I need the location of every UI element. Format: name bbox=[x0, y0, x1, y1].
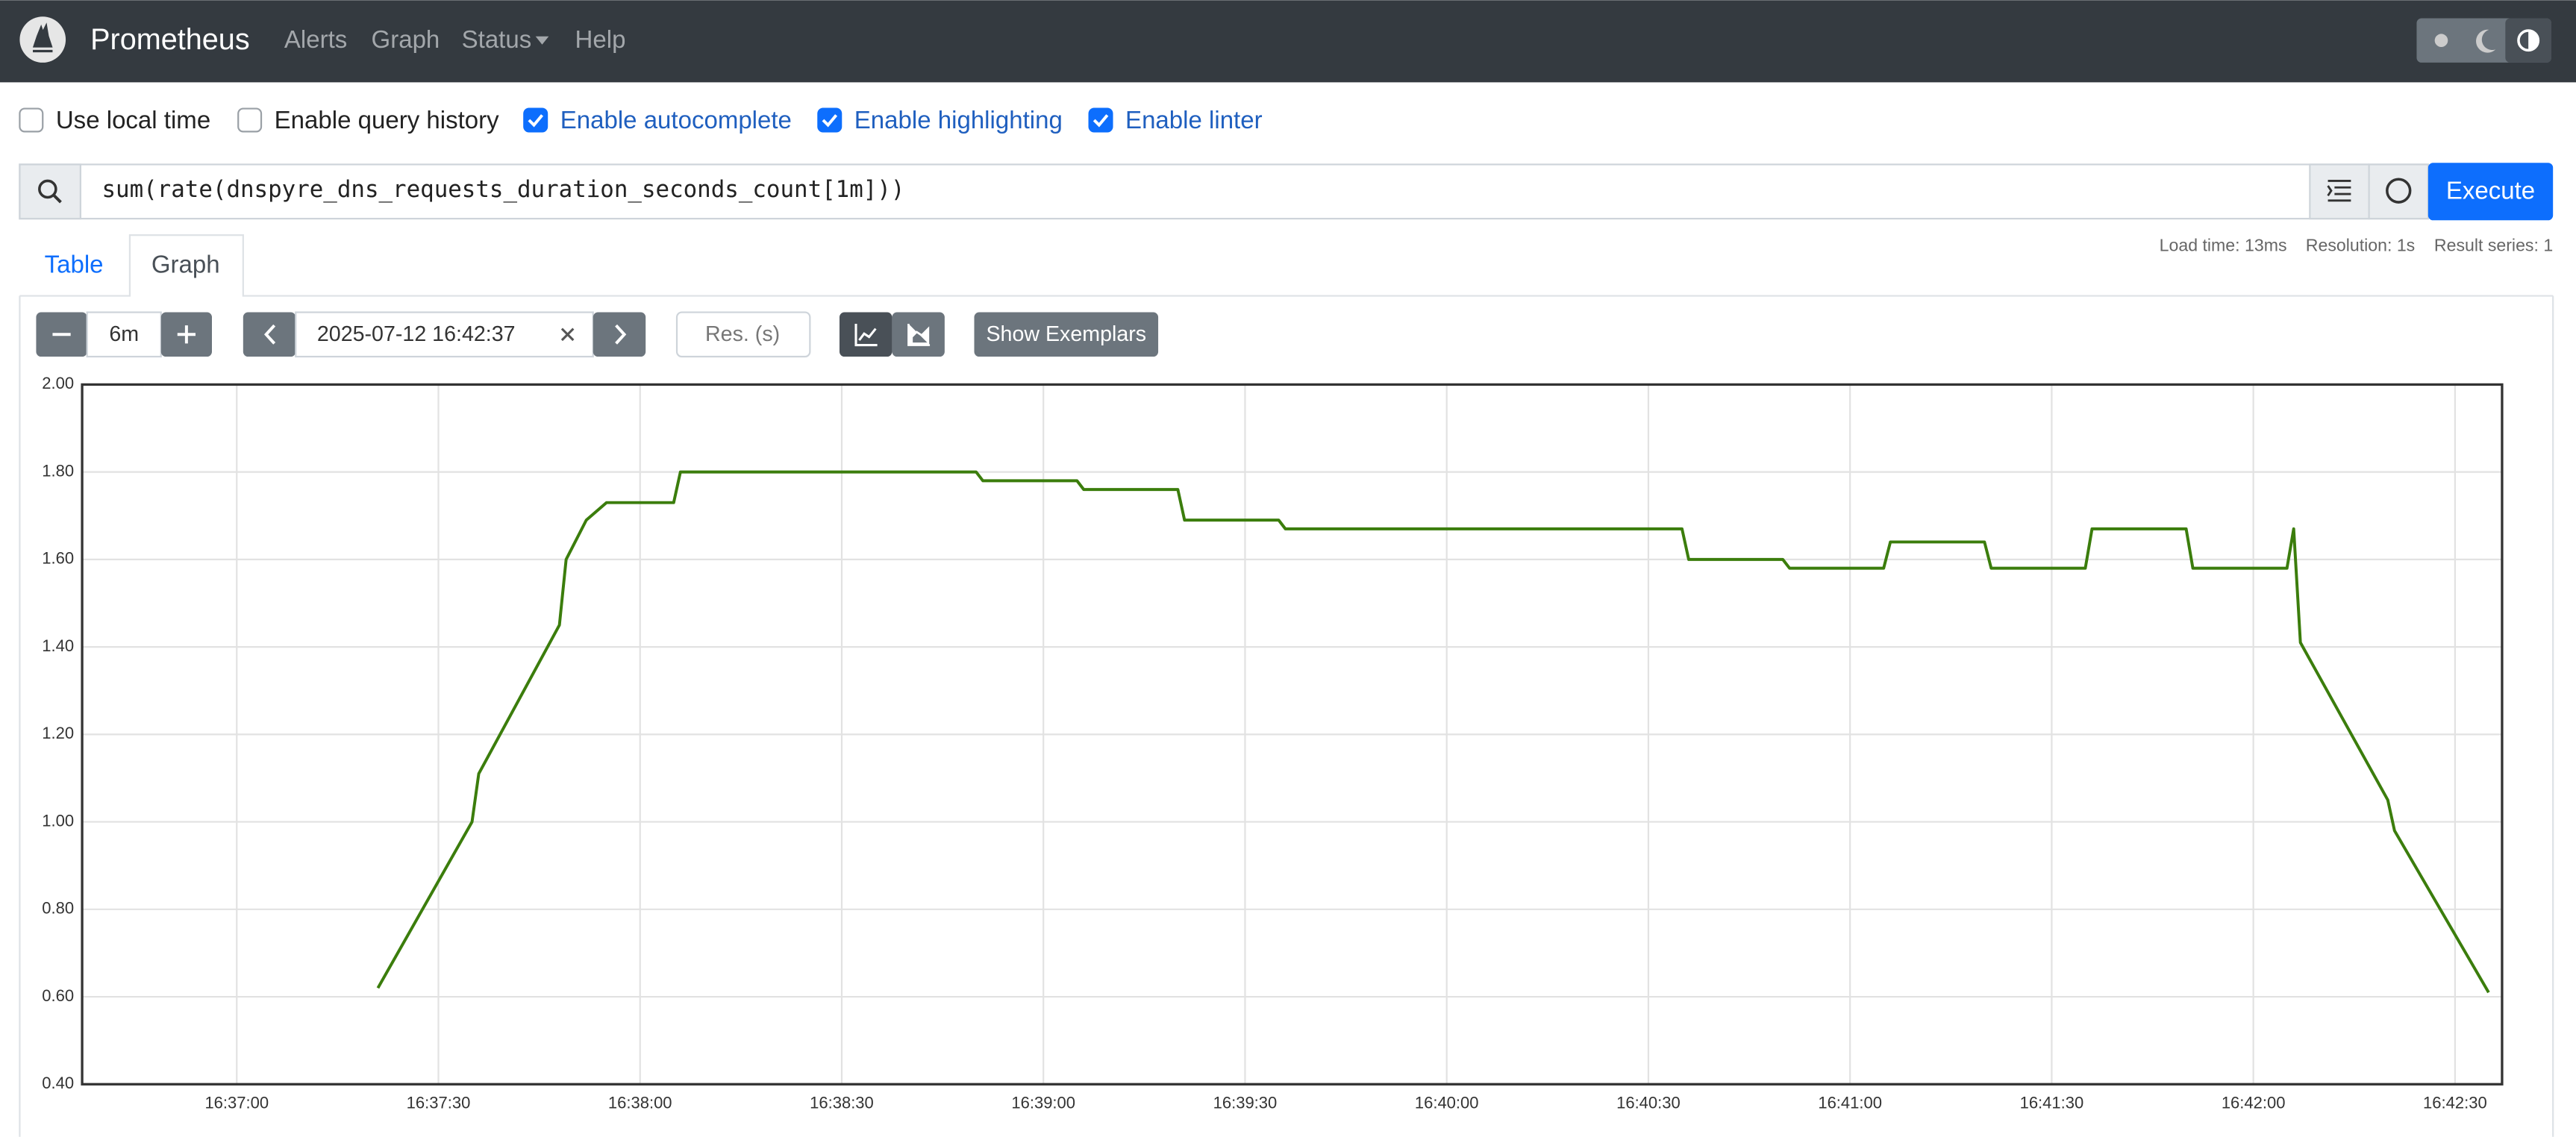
navbar bbox=[0, 0, 2576, 83]
nav-link[interactable]: Help bbox=[575, 25, 626, 53]
format-icon bbox=[2327, 180, 2351, 202]
theme-dark[interactable] bbox=[2476, 29, 2496, 53]
dropdown-caret bbox=[535, 36, 549, 45]
exemplars-label: Show Exemplars bbox=[986, 322, 1146, 346]
checkbox[interactable] bbox=[523, 107, 548, 133]
range-input[interactable] bbox=[86, 311, 162, 358]
option-label[interactable]: Enable query history bbox=[275, 106, 499, 134]
resolution-placeholder: Res. (s) bbox=[705, 322, 780, 346]
y-tick-label: 0.60 bbox=[42, 986, 74, 1005]
y-tick-label: 1.20 bbox=[42, 724, 74, 742]
range-value: 6m bbox=[109, 322, 139, 346]
checkmark bbox=[528, 114, 544, 128]
stacked-chart-icon bbox=[907, 323, 931, 346]
resolution-input[interactable] bbox=[675, 311, 811, 358]
checkmark bbox=[822, 114, 838, 128]
option-label[interactable]: Enable linter bbox=[1125, 106, 1263, 134]
y-tick-label: 1.00 bbox=[42, 811, 74, 830]
format-button[interactable] bbox=[2309, 163, 2370, 220]
x-tick-label: 16:42:30 bbox=[2423, 1094, 2487, 1112]
tab[interactable]: Table bbox=[45, 251, 104, 278]
x-tick-label: 16:39:30 bbox=[1213, 1094, 1278, 1112]
nav-link[interactable]: Graph bbox=[372, 25, 440, 53]
x-tick-label: 16:40:30 bbox=[1616, 1094, 1681, 1112]
brand[interactable]: Prometheus bbox=[90, 23, 250, 56]
nav-link[interactable]: Alerts bbox=[284, 25, 347, 53]
checkbox[interactable] bbox=[19, 107, 44, 133]
theme-auto-icon bbox=[2528, 30, 2539, 51]
globe-icon bbox=[2386, 178, 2412, 204]
checkbox[interactable] bbox=[1088, 107, 1113, 133]
plot-frame bbox=[81, 383, 2504, 1086]
nav-link[interactable]: Status bbox=[462, 25, 532, 53]
x-tick-label: 16:38:00 bbox=[608, 1094, 672, 1112]
stat: Resolution: 1s bbox=[2306, 236, 2415, 255]
prev-time-button[interactable] bbox=[243, 312, 296, 357]
checkbox[interactable] bbox=[817, 107, 842, 133]
search-icon bbox=[53, 194, 62, 204]
tab-active[interactable]: Graph bbox=[151, 251, 220, 278]
next-time-button[interactable] bbox=[593, 312, 646, 357]
y-tick-label: 2.00 bbox=[42, 374, 74, 392]
line-chart-icon bbox=[854, 323, 878, 347]
x-tick-label: 16:37:30 bbox=[407, 1094, 471, 1112]
exemplars-button[interactable] bbox=[974, 312, 1159, 357]
chevron-left bbox=[263, 324, 276, 345]
stat: Result series: 1 bbox=[2434, 236, 2553, 255]
query-input[interactable]: sum(rate(dnspyre_dns_requests_duration_s… bbox=[101, 176, 904, 203]
y-tick-label: 1.80 bbox=[42, 461, 74, 480]
chart: 0.40 0.60 0.80 1.00 1.20 1.40 1.60 1.80 2.00 16:3… bbox=[42, 374, 2504, 1112]
y-tick-label: 1.40 bbox=[42, 636, 74, 655]
execute-label: Execute bbox=[2446, 177, 2535, 204]
checkbox[interactable] bbox=[237, 107, 263, 133]
chevron-right bbox=[615, 324, 627, 345]
x-tick-label: 16:41:30 bbox=[2020, 1094, 2084, 1112]
clear-time[interactable] bbox=[560, 328, 575, 342]
y-tick-label: 0.80 bbox=[42, 899, 74, 918]
stacked-chart-button[interactable] bbox=[892, 312, 945, 357]
logo-flame bbox=[32, 22, 53, 53]
search-icon-box bbox=[19, 163, 81, 220]
y-tick-label: 0.40 bbox=[42, 1074, 74, 1092]
checkmark bbox=[1092, 114, 1109, 128]
panel-border bbox=[19, 295, 2554, 1137]
end-time-input[interactable] bbox=[295, 311, 594, 358]
end-time-value: 2025-07-12 16:42:37 bbox=[317, 322, 516, 346]
theme-light[interactable] bbox=[2434, 34, 2448, 48]
execute-button[interactable] bbox=[2427, 163, 2554, 221]
metrics-explorer-button[interactable] bbox=[2368, 163, 2429, 220]
stat: Load time: 13ms bbox=[2160, 236, 2287, 255]
tab-border bbox=[19, 234, 2554, 297]
y-tick-label: 1.60 bbox=[42, 549, 74, 568]
series-line bbox=[376, 470, 2490, 994]
option-label[interactable]: Enable autocomplete bbox=[560, 106, 792, 134]
x-tick-label: 16:40:00 bbox=[1415, 1094, 1479, 1112]
x-tick-label: 16:41:00 bbox=[1818, 1094, 1882, 1112]
search-icon bbox=[38, 179, 57, 199]
x-tick-label: 16:39:00 bbox=[1011, 1094, 1075, 1112]
x-tick-label: 16:37:00 bbox=[204, 1094, 269, 1112]
plus-icon bbox=[177, 325, 196, 344]
x-tick-label: 16:38:30 bbox=[810, 1094, 874, 1112]
option-label[interactable]: Use local time bbox=[56, 106, 210, 134]
option-label[interactable]: Enable highlighting bbox=[854, 106, 1063, 134]
options: Use local time Enable query history Enable… bbox=[19, 106, 1263, 134]
x-tick-label: 16:42:00 bbox=[2222, 1094, 2286, 1112]
